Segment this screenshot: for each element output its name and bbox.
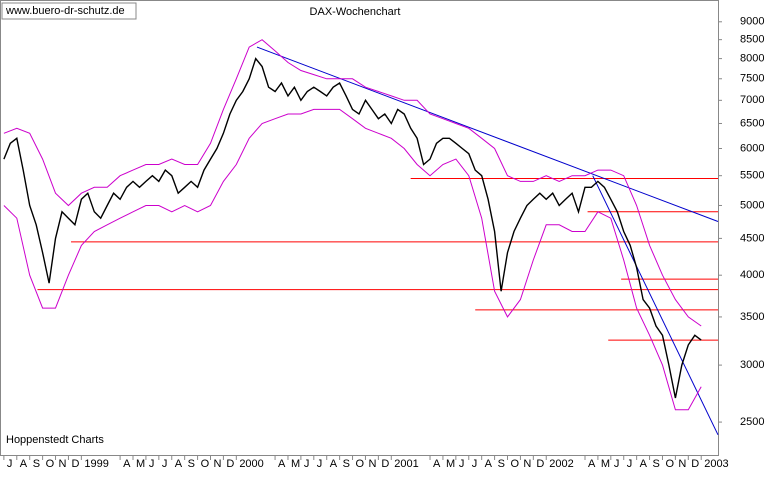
x-tick-label: M	[136, 458, 145, 470]
trend-line	[256, 46, 719, 222]
y-tick-label: 4500	[740, 232, 764, 244]
series-line	[3, 108, 702, 411]
y-tick-label: 7000	[740, 94, 764, 106]
x-tick-label: O	[356, 458, 365, 470]
y-tick-label: 9000	[740, 16, 764, 28]
y-tick-label: 6000	[740, 142, 764, 154]
x-tick-label: D	[226, 458, 234, 470]
y-tick-label: 7500	[740, 73, 764, 85]
x-tick-label: 1999	[84, 458, 108, 470]
x-tick-label: A	[485, 458, 493, 470]
x-tick-label: J	[149, 458, 155, 470]
x-tick-label: D	[381, 458, 389, 470]
x-tick-label: J	[459, 458, 465, 470]
x-tick-label: D	[71, 458, 79, 470]
x-tick-label: M	[601, 458, 610, 470]
x-tick-label: O	[511, 458, 520, 470]
y-tick-label: 8000	[740, 53, 764, 65]
x-tick-label: O	[665, 458, 674, 470]
x-tick-label: D	[691, 458, 699, 470]
x-tick-label: N	[523, 458, 531, 470]
x-tick-label: 2001	[394, 458, 418, 470]
x-tick-label: N	[213, 458, 221, 470]
series-line	[3, 39, 702, 327]
x-tick-label: J	[627, 458, 633, 470]
y-tick-label: 3500	[740, 311, 764, 323]
plot-frame	[0, 0, 719, 456]
chart-title: DAX-Wochenchart	[310, 6, 401, 18]
y-tick-label: 6500	[740, 117, 764, 129]
x-tick-label: S	[188, 458, 195, 470]
x-tick-label: J	[472, 458, 478, 470]
y-tick-label: 8500	[740, 34, 764, 46]
x-tick-label: A	[123, 458, 131, 470]
x-tick-label: M	[446, 458, 455, 470]
x-tick-label: 2000	[239, 458, 263, 470]
x-tick-label: S	[343, 458, 350, 470]
y-tick-label: 2500	[740, 416, 764, 428]
x-tick-label: A	[278, 458, 286, 470]
x-tick-label: J	[317, 458, 323, 470]
x-tick-label: A	[175, 458, 183, 470]
y-tick-label: 5500	[740, 170, 764, 182]
series-line	[3, 57, 702, 399]
x-tick-label: S	[33, 458, 40, 470]
x-tick-label: N	[368, 458, 376, 470]
y-tick-label: 3000	[740, 359, 764, 371]
x-tick-label: M	[291, 458, 300, 470]
source-box	[1, 2, 137, 20]
x-tick-label: A	[588, 458, 596, 470]
source-label: www.buero-dr-schutz.de	[5, 5, 125, 17]
x-tick-label: A	[20, 458, 28, 470]
x-tick-label: J	[7, 458, 13, 470]
y-tick-label: 4000	[740, 269, 764, 281]
x-tick-label: 2002	[549, 458, 573, 470]
x-tick-label: J	[162, 458, 168, 470]
x-tick-label: S	[498, 458, 505, 470]
credit: Hoppenstedt Charts	[6, 434, 104, 446]
x-tick-label: A	[330, 458, 338, 470]
x-tick-label: O	[201, 458, 210, 470]
x-tick-label: A	[433, 458, 441, 470]
x-tick-label: S	[653, 458, 660, 470]
y-tick-label: 5000	[740, 199, 764, 211]
x-tick-label: O	[46, 458, 55, 470]
x-tick-label: D	[536, 458, 544, 470]
x-tick-label: A	[640, 458, 648, 470]
x-tick-label: N	[678, 458, 686, 470]
x-tick-label: N	[59, 458, 67, 470]
x-tick-label: J	[304, 458, 310, 470]
trend-line	[592, 175, 719, 436]
x-tick-label: J	[614, 458, 620, 470]
x-tick-label: 2003	[704, 458, 728, 470]
